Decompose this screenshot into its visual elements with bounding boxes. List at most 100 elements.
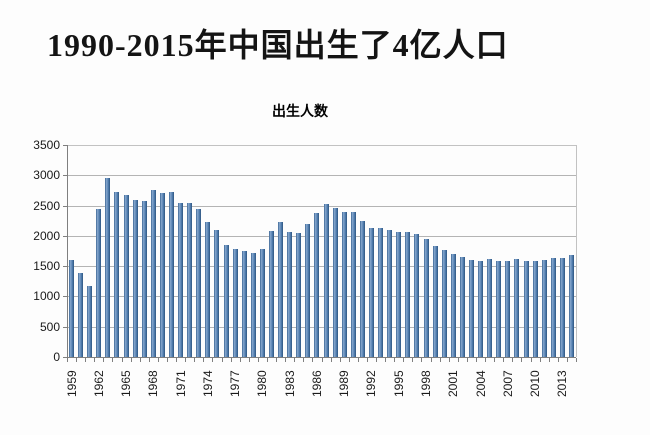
- bar-1995: [396, 232, 402, 357]
- bar-2011: [541, 260, 547, 357]
- x-axis-line: [63, 357, 576, 358]
- x-axis-tick: [285, 358, 287, 362]
- x-axis-tick: [221, 358, 223, 362]
- bar-1977: [232, 249, 238, 357]
- x-axis-tick: [130, 358, 132, 362]
- bar-1976: [223, 245, 229, 357]
- x-axis-tick: [521, 358, 523, 362]
- plot-border-right: [576, 145, 577, 357]
- x-axis-tick: [430, 358, 432, 362]
- y-axis-tick: [63, 236, 67, 237]
- y-axis-label: 2000: [33, 229, 60, 243]
- x-axis-tick: [439, 358, 441, 362]
- gridline-y2000: [67, 236, 576, 237]
- x-axis-tick: [539, 358, 541, 362]
- x-axis-tick: [85, 358, 87, 362]
- bar-2009: [523, 261, 529, 357]
- bar-2014: [568, 255, 574, 357]
- x-axis-tick: [176, 358, 178, 362]
- x-axis-tick: [385, 358, 387, 362]
- bar-1971: [178, 203, 184, 357]
- bar-1970: [169, 192, 175, 357]
- x-axis-tick: [212, 358, 214, 362]
- bar-1965: [123, 195, 129, 357]
- x-axis-label: 1998: [419, 370, 433, 397]
- y-axis-label: 3500: [33, 138, 60, 152]
- x-axis-label: 1977: [228, 370, 242, 397]
- x-axis-label: 1968: [146, 370, 160, 397]
- bar-1978: [241, 251, 247, 357]
- x-axis-tick: [303, 358, 305, 362]
- x-axis-tick: [230, 358, 232, 362]
- y-axis-tick: [63, 327, 67, 328]
- chart-title: 出生人数: [272, 103, 328, 119]
- bar-1996: [405, 232, 411, 357]
- bar-1967: [141, 201, 147, 357]
- x-axis-tick: [412, 358, 414, 362]
- x-axis-tick: [239, 358, 241, 362]
- x-axis-tick: [566, 358, 568, 362]
- y-axis-tick: [63, 145, 67, 146]
- gridline-y3000: [67, 175, 576, 176]
- x-axis-tick: [376, 358, 378, 362]
- bar-1972: [187, 203, 193, 357]
- bar-1983: [287, 232, 293, 357]
- y-axis-label: 2500: [33, 199, 60, 213]
- x-axis-tick: [403, 358, 405, 362]
- y-axis-label: 3000: [33, 168, 60, 182]
- x-axis-tick: [557, 358, 559, 362]
- x-axis-tick: [448, 358, 450, 362]
- x-axis-label: 1992: [364, 370, 378, 397]
- x-axis-label: 1974: [201, 370, 215, 397]
- bar-1969: [159, 193, 165, 357]
- bar-1959: [69, 260, 75, 357]
- y-axis-tick: [63, 206, 67, 207]
- x-axis-tick: [476, 358, 478, 362]
- x-axis-tick: [166, 358, 168, 362]
- bar-1991: [359, 221, 365, 357]
- y-axis-label: 0: [53, 350, 60, 364]
- gridline-y1500: [67, 266, 576, 267]
- gridline-y500: [67, 327, 576, 328]
- x-axis-label: 2001: [446, 370, 460, 397]
- bar-2002: [459, 257, 465, 357]
- x-axis-label: 1959: [65, 370, 79, 397]
- x-axis-tick: [157, 358, 159, 362]
- bar-1980: [259, 249, 265, 357]
- x-axis-tick: [530, 358, 532, 362]
- x-axis-tick: [112, 358, 114, 362]
- x-axis-tick: [366, 358, 368, 362]
- x-axis-tick: [139, 358, 141, 362]
- bar-1990: [350, 212, 356, 357]
- bar-1960: [78, 273, 84, 357]
- x-axis-tick: [294, 358, 296, 362]
- x-axis-label: 1971: [174, 370, 188, 397]
- bar-2007: [505, 261, 511, 357]
- x-axis-tick: [312, 358, 314, 362]
- bar-1989: [341, 212, 347, 357]
- x-axis-tick: [576, 358, 577, 362]
- x-axis-tick: [103, 358, 105, 362]
- x-axis-tick: [503, 358, 505, 362]
- x-axis-tick: [457, 358, 459, 362]
- y-axis-tick: [63, 175, 67, 176]
- bar-1984: [296, 233, 302, 357]
- bar-2006: [496, 261, 502, 357]
- gridline-y2500: [67, 206, 576, 207]
- bar-1981: [269, 231, 274, 357]
- y-axis-label: 1000: [33, 289, 60, 303]
- y-axis-tick: [63, 357, 67, 358]
- y-axis-line: [67, 145, 68, 361]
- x-axis-tick: [194, 358, 196, 362]
- bar-1973: [196, 209, 202, 357]
- bar-1988: [332, 208, 338, 357]
- x-axis-tick: [257, 358, 259, 362]
- x-axis-tick: [67, 358, 68, 362]
- bar-1985: [305, 224, 311, 357]
- x-axis-label: 1989: [337, 370, 351, 397]
- gridline-y1000: [67, 296, 576, 297]
- x-axis-tick: [203, 358, 205, 362]
- x-axis-tick: [185, 358, 187, 362]
